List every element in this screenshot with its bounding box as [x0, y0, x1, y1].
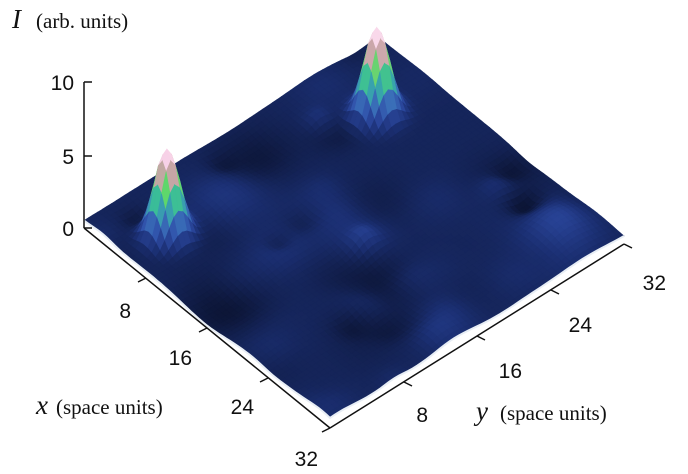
z-axis: 10 5 0: [51, 72, 92, 241]
z-tick-label-5: 5: [62, 146, 74, 169]
x-tick-label-24: 24: [231, 396, 255, 419]
y-tick-mark-24: [550, 289, 560, 295]
x-axis: 8 16 24 32 x (space units): [35, 227, 331, 471]
y-tick-label-24: 24: [569, 314, 593, 337]
x-tick-label-8: 8: [119, 300, 131, 323]
x-tick-mark-16: [198, 327, 208, 333]
y-tick-label-32: 32: [643, 272, 666, 295]
surface-mesh: [83, 26, 625, 420]
y-tick-mark-8: [403, 381, 413, 387]
y-axis-units: (space units): [500, 401, 607, 425]
x-tick-mark-32: [321, 427, 331, 433]
x-tick-label-16: 16: [169, 347, 192, 370]
surface-front-edge: [83, 219, 625, 420]
z-axis-label: I (arb. units): [11, 4, 128, 34]
y-axis-symbol: y: [473, 396, 488, 426]
x-axis-units: (space units): [56, 395, 163, 419]
y-tick-mark-16: [476, 335, 486, 341]
x-tick-label-32: 32: [295, 448, 318, 471]
x-axis-symbol: x: [35, 390, 48, 420]
z-axis-units: (arb. units): [36, 9, 128, 33]
x-tick-mark-24: [259, 377, 269, 383]
z-tick-label-0: 0: [62, 218, 74, 241]
y-tick-mark-32: [623, 243, 633, 249]
y-axis: 8 16 24 32 y (space units): [329, 243, 666, 429]
y-tick-label-16: 16: [499, 360, 522, 383]
z-axis-symbol: I: [11, 4, 23, 34]
x-tick-mark-8: [137, 277, 147, 283]
z-tick-label-10: 10: [51, 72, 74, 95]
y-tick-label-8: 8: [416, 404, 428, 427]
